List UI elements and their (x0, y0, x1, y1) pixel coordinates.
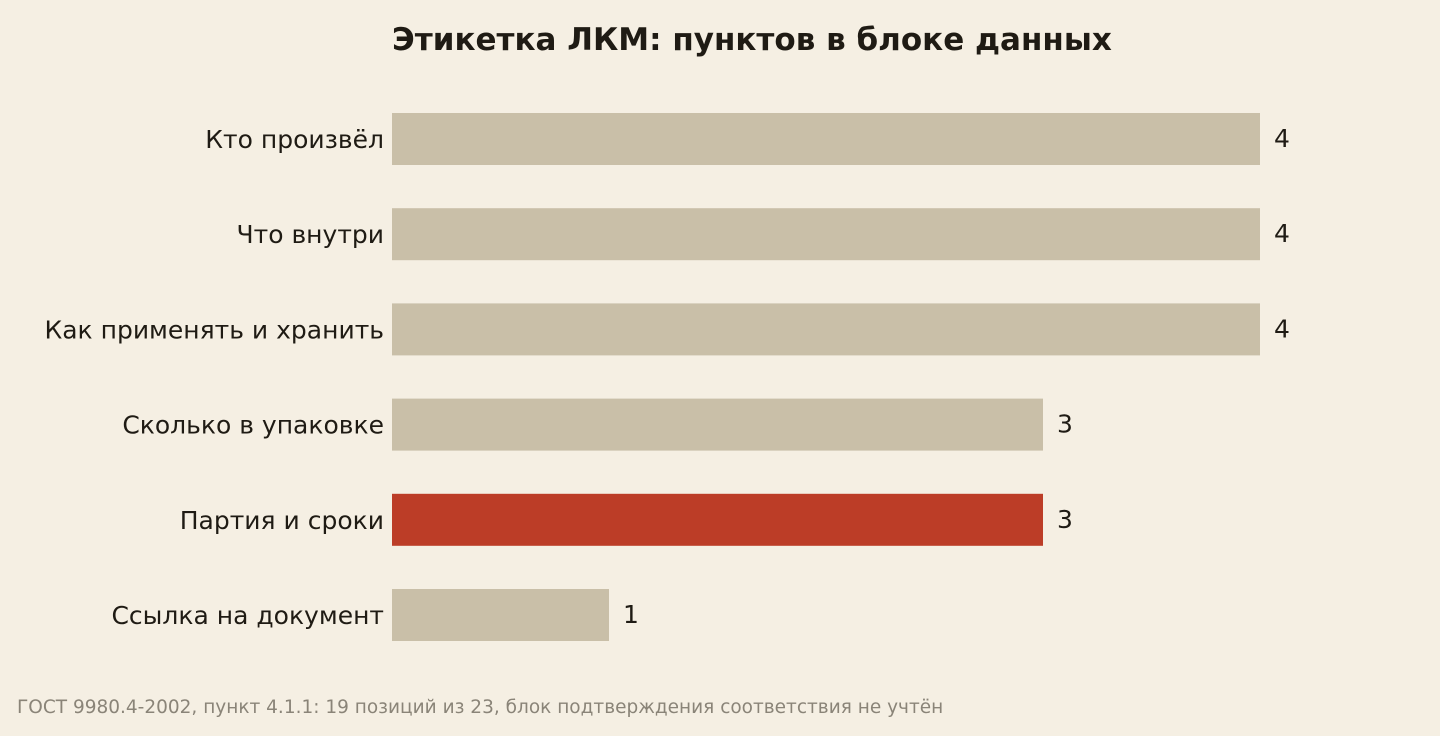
source-footnote: ГОСТ 9980.4-2002, пункт 4.1.1: 19 позици… (17, 697, 944, 718)
category-label: Кто произвёл (205, 125, 384, 154)
value-label: 3 (1057, 410, 1073, 439)
category-label: Как применять и хранить (44, 315, 384, 344)
category-label: Партия и сроки (180, 506, 384, 535)
bar (392, 493, 1043, 546)
bar (392, 398, 1043, 451)
chart-title: Этикетка ЛКМ: пунктов в блоке данных (392, 22, 1112, 58)
value-label: 4 (1274, 219, 1290, 248)
category-label: Ссылка на документ (111, 601, 384, 630)
category-label: Что внутри (237, 220, 385, 249)
category-label: Сколько в упаковке (122, 411, 384, 440)
value-label: 4 (1274, 124, 1290, 153)
bar (392, 113, 1260, 165)
value-label: 4 (1274, 314, 1290, 343)
value-label: 3 (1057, 505, 1073, 534)
bar (392, 208, 1260, 261)
bar (392, 303, 1260, 356)
value-label: 1 (623, 600, 639, 629)
bar (392, 589, 609, 641)
